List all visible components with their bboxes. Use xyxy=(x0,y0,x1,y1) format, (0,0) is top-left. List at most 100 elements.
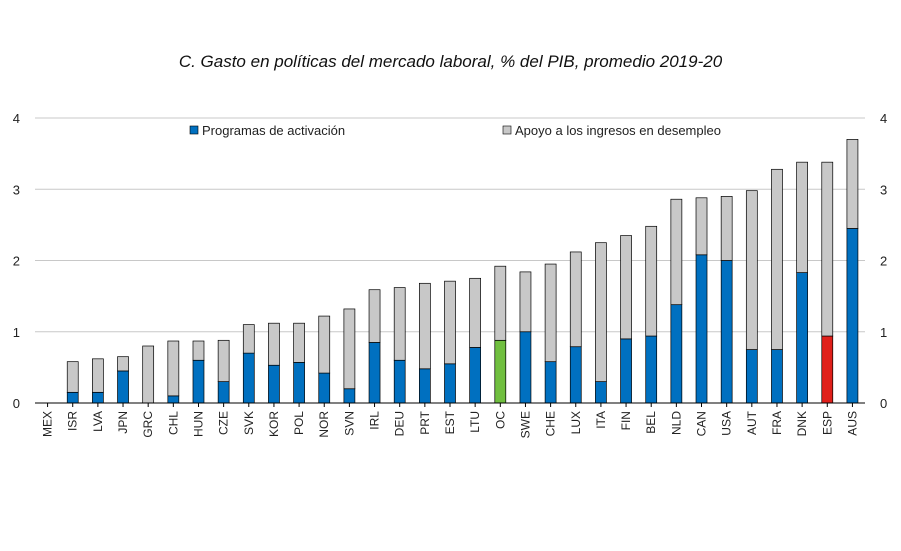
bar-activation-hun xyxy=(192,359,205,404)
bar-income-support-est xyxy=(444,280,456,365)
y-tick-label-left: 0 xyxy=(13,396,20,411)
bar-activation-jpn xyxy=(117,370,129,404)
bar-income-support-ita xyxy=(595,242,607,382)
bar-activation-usa xyxy=(720,260,733,404)
legend-swatch-income-support xyxy=(502,125,512,135)
bar-income-support-irl xyxy=(368,289,381,343)
x-tick-label: SVK xyxy=(242,411,256,435)
bar-income-support-nld xyxy=(670,198,683,306)
x-tick-label: LUX xyxy=(569,411,583,434)
x-tick-label: CHL xyxy=(166,411,180,435)
x-tick-label: KOR xyxy=(267,411,281,437)
y-tick-label-left: 3 xyxy=(13,182,20,197)
y-tick-label-right: 0 xyxy=(880,396,887,411)
x-tick-label: ESP xyxy=(820,411,834,435)
x-tick-label: DNK xyxy=(795,411,809,436)
x-tick-label: LTU xyxy=(468,411,482,433)
x-tick-label: LVA xyxy=(91,411,105,432)
x-tick-label: OC xyxy=(493,411,507,429)
x-tick-label: CZE xyxy=(217,411,231,435)
x-tick-label: NLD xyxy=(669,411,683,435)
y-tick-label-left: 4 xyxy=(13,111,20,126)
x-tick-label: DEU xyxy=(393,411,407,436)
bar-income-support-prt xyxy=(418,282,431,370)
bar-income-support-cze xyxy=(217,339,230,382)
bar-activation-can xyxy=(695,254,708,404)
x-tick-label: FIN xyxy=(619,411,633,430)
bar-income-support-fin xyxy=(620,235,632,340)
bar-activation-svn xyxy=(343,388,356,404)
bar-activation-svk xyxy=(242,352,255,404)
bar-income-support-hun xyxy=(192,340,205,361)
bar-income-support-jpn xyxy=(117,356,129,372)
x-tick-label: MEX xyxy=(41,411,55,437)
legend: Programas de activación Apoyo a los ingr… xyxy=(189,123,721,138)
y-tick-label-right: 1 xyxy=(880,325,887,340)
x-tick-label: AUT xyxy=(745,410,759,435)
bar-activation-deu xyxy=(393,359,406,404)
y-tick-label-left: 2 xyxy=(13,254,20,269)
bar-activation-prt xyxy=(418,368,431,404)
bar-activation-ita xyxy=(595,381,607,404)
bar-activation-cze xyxy=(217,381,230,404)
bar-activation-oc xyxy=(494,339,507,404)
y-tick-label-left: 1 xyxy=(13,325,20,340)
x-tick-label: BEL xyxy=(644,411,658,434)
bar-activation-esp xyxy=(821,335,834,404)
bar-income-support-lux xyxy=(569,251,582,348)
bar-activation-aut xyxy=(745,349,758,404)
bar-activation-nld xyxy=(670,304,683,404)
bar-activation-che xyxy=(544,361,557,404)
bar-income-support-aut xyxy=(745,190,758,350)
x-tick-label: IRL xyxy=(368,411,382,430)
y-tick-label-right: 3 xyxy=(880,182,887,197)
y-tick-label-right: 4 xyxy=(880,111,887,126)
x-tick-label: SWE xyxy=(518,411,532,438)
bar-income-support-isr xyxy=(66,361,79,393)
x-tick-label: EST xyxy=(443,410,457,434)
x-tick-label: HUN xyxy=(191,411,205,437)
chart-title: C. Gasto en políticas del mercado labora… xyxy=(178,52,723,71)
bar-income-support-can xyxy=(695,197,708,256)
x-tick-label: GRC xyxy=(141,411,155,438)
bar-activation-isr xyxy=(66,391,79,404)
bar-income-support-nor xyxy=(318,315,331,374)
legend-label-activation: Programas de activación xyxy=(202,123,345,138)
bar-activation-nor xyxy=(318,372,331,404)
bar-activation-est xyxy=(444,363,456,404)
bar-activation-swe xyxy=(519,331,532,404)
bar-activation-kor xyxy=(268,364,280,404)
bar-income-support-deu xyxy=(393,287,406,361)
bar-income-support-aus xyxy=(846,139,859,229)
bar-activation-chl xyxy=(167,395,180,404)
bar-income-support-esp xyxy=(821,161,834,337)
bar-activation-bel xyxy=(645,335,658,404)
bar-income-support-fra xyxy=(771,168,783,350)
bar-income-support-bel xyxy=(645,225,658,337)
bar-activation-lux xyxy=(569,346,582,404)
x-tick-label: ISR xyxy=(66,411,80,431)
bar-activation-fin xyxy=(620,338,632,404)
bar-income-support-pol xyxy=(293,322,305,363)
x-tick-label: POL xyxy=(292,411,306,435)
axes: 0 0 1 1 2 2 3 3 4 4 MEX ISR LVA JPN GRC CHL HUN CZE SVK KOR… xyxy=(13,111,887,438)
bar-activation-fra xyxy=(771,349,783,404)
x-tick-label: PRT xyxy=(418,410,432,434)
bar-income-support-ltu xyxy=(469,277,482,348)
x-tick-label: FRA xyxy=(770,411,784,435)
bar-income-support-chl xyxy=(167,340,180,397)
bar-activation-dnk xyxy=(796,272,808,404)
bar-income-support-che xyxy=(544,263,557,363)
y-tick-label-right: 2 xyxy=(880,254,887,269)
bar-activation-lva xyxy=(92,391,104,404)
bar-income-support-svn xyxy=(343,308,356,390)
bar-income-support-oc xyxy=(494,265,507,341)
bar-income-support-kor xyxy=(268,322,280,366)
bar-income-support-swe xyxy=(519,271,532,333)
x-tick-label: CHE xyxy=(544,411,558,436)
bar-income-support-svk xyxy=(242,324,255,354)
x-tick-label: NOR xyxy=(317,411,331,438)
bar-activation-ltu xyxy=(469,347,482,404)
bar-income-support-usa xyxy=(720,196,733,261)
